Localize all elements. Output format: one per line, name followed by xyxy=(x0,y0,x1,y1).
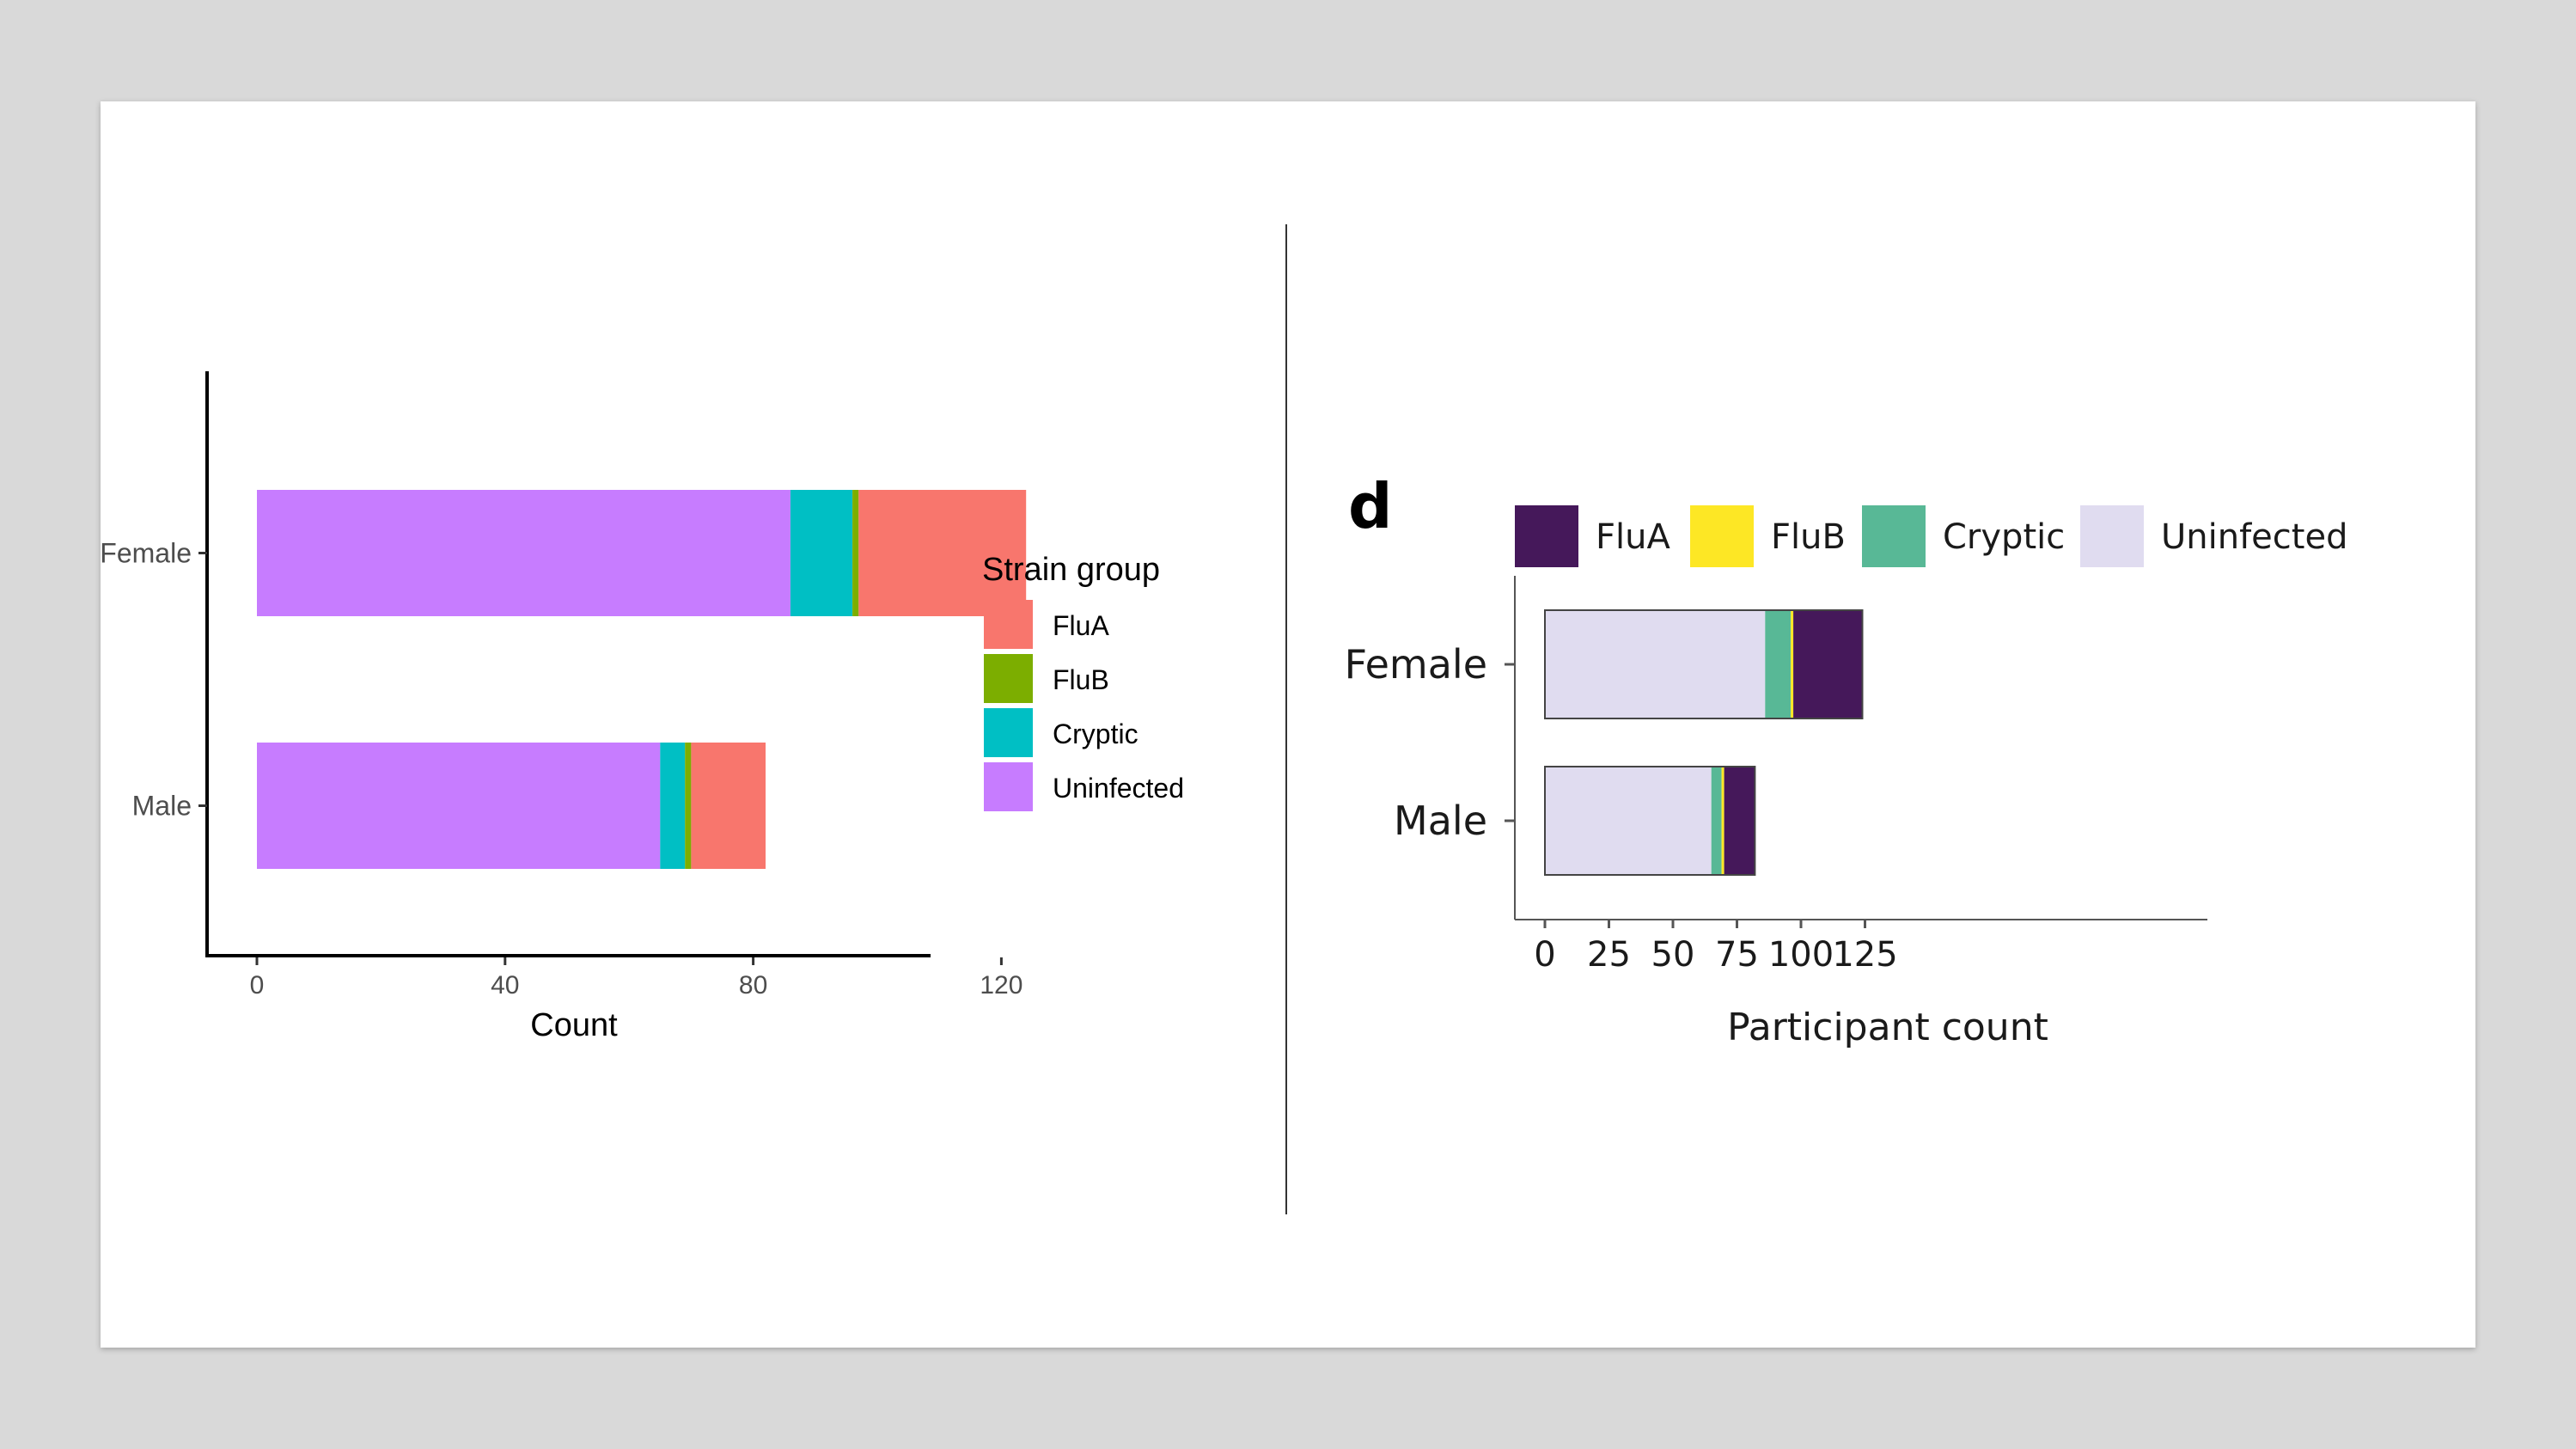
left-bar-female-flua xyxy=(858,490,1027,616)
left-legend-label-uninfected: Uninfected xyxy=(1053,773,1184,804)
right-y-ticks: Female Male xyxy=(1345,641,1515,844)
right-bar-female-uninfected xyxy=(1545,610,1766,718)
left-bars xyxy=(257,490,1027,869)
right-x-tick-label-25: 25 xyxy=(1587,935,1631,975)
right-y-label-female: Female xyxy=(1345,641,1487,688)
panel-label: d xyxy=(1348,470,1393,542)
left-legend-swatch-uninfected xyxy=(984,762,1033,811)
left-bar-male-flua xyxy=(691,743,766,869)
left-legend-label-cryptic: Cryptic xyxy=(1053,718,1138,749)
right-legend-label-flub: FluB xyxy=(1771,517,1846,557)
left-y-label-male: Male xyxy=(132,791,192,822)
right-bar-female-cryptic xyxy=(1765,610,1792,718)
right-legend-label-cryptic: Cryptic xyxy=(1943,517,2065,557)
right-x-axis-title: Participant count xyxy=(1727,1006,2048,1049)
right-y-label-male: Male xyxy=(1394,798,1487,844)
right-bar-male-flub xyxy=(1721,767,1724,875)
right-bar-female-flub xyxy=(1791,610,1794,718)
left-chart: 0 40 80 120 Female Male Count Strain group F… xyxy=(101,371,1184,1043)
right-bars xyxy=(1544,609,1864,876)
left-legend-swatch-flub xyxy=(984,654,1033,703)
left-x-axis-title: Count xyxy=(530,1007,618,1043)
left-legend-title: Strain group xyxy=(982,552,1160,588)
left-bar-male-cryptic xyxy=(660,743,686,869)
right-bar-male-cryptic xyxy=(1711,767,1722,875)
left-bar-female-uninfected xyxy=(257,490,791,616)
slide: 0 40 80 120 Female Male Count Strain group F… xyxy=(101,101,2475,1348)
figure-comparison: 0 40 80 120 Female Male Count Strain group F… xyxy=(101,224,2348,1214)
right-bar-outline-female xyxy=(1544,609,1864,719)
right-x-tick-label-50: 50 xyxy=(1651,935,1695,975)
left-y-ticks: Female Male xyxy=(101,538,207,822)
right-legend-label-flua: FluA xyxy=(1596,517,1670,557)
right-legend-swatch-cryptic xyxy=(1862,505,1926,567)
left-bar-female-cryptic xyxy=(790,490,853,616)
left-bar-male-flub xyxy=(685,743,692,869)
right-bar-outline-male xyxy=(1544,766,1756,876)
right-x-tick-label-75: 75 xyxy=(1715,935,1759,975)
right-x-tick-label-125: 125 xyxy=(1832,935,1897,975)
left-legend-swatch-flua xyxy=(984,600,1033,649)
left-x-tick-label-0: 0 xyxy=(250,971,265,1000)
left-x-ticks: 0 40 80 120 xyxy=(250,957,1022,1000)
left-legend-label-flub: FluB xyxy=(1053,664,1109,695)
left-x-tick-label-120: 120 xyxy=(980,971,1022,1000)
left-y-label-female: Female xyxy=(101,538,192,569)
left-legend-label-flua: FluA xyxy=(1053,610,1109,641)
right-bar-female-flua xyxy=(1793,610,1863,718)
right-legend: FluA FluB Cryptic Uninfected xyxy=(1515,505,2347,567)
right-x-tick-label-100: 100 xyxy=(1768,935,1834,975)
right-x-tick-label-0: 0 xyxy=(1534,935,1555,975)
left-legend: FluA FluB Cryptic Uninfected xyxy=(984,600,1184,811)
right-legend-swatch-flua xyxy=(1515,505,1578,567)
right-bar-male-uninfected xyxy=(1545,767,1712,875)
left-x-tick-label-80: 80 xyxy=(739,971,767,1000)
right-legend-label-uninfected: Uninfected xyxy=(2161,517,2347,557)
right-legend-swatch-flub xyxy=(1690,505,1754,567)
right-chart: d FluA FluB Cryptic Uninfected 0 25 50 75 10012… xyxy=(1345,470,2348,1049)
left-bar-female-flub xyxy=(852,490,859,616)
right-bar-male-flua xyxy=(1724,767,1755,875)
left-x-tick-label-40: 40 xyxy=(491,971,519,1000)
left-bar-male-uninfected xyxy=(257,743,661,869)
left-legend-swatch-cryptic xyxy=(984,708,1033,757)
right-legend-swatch-uninfected xyxy=(2080,505,2144,567)
